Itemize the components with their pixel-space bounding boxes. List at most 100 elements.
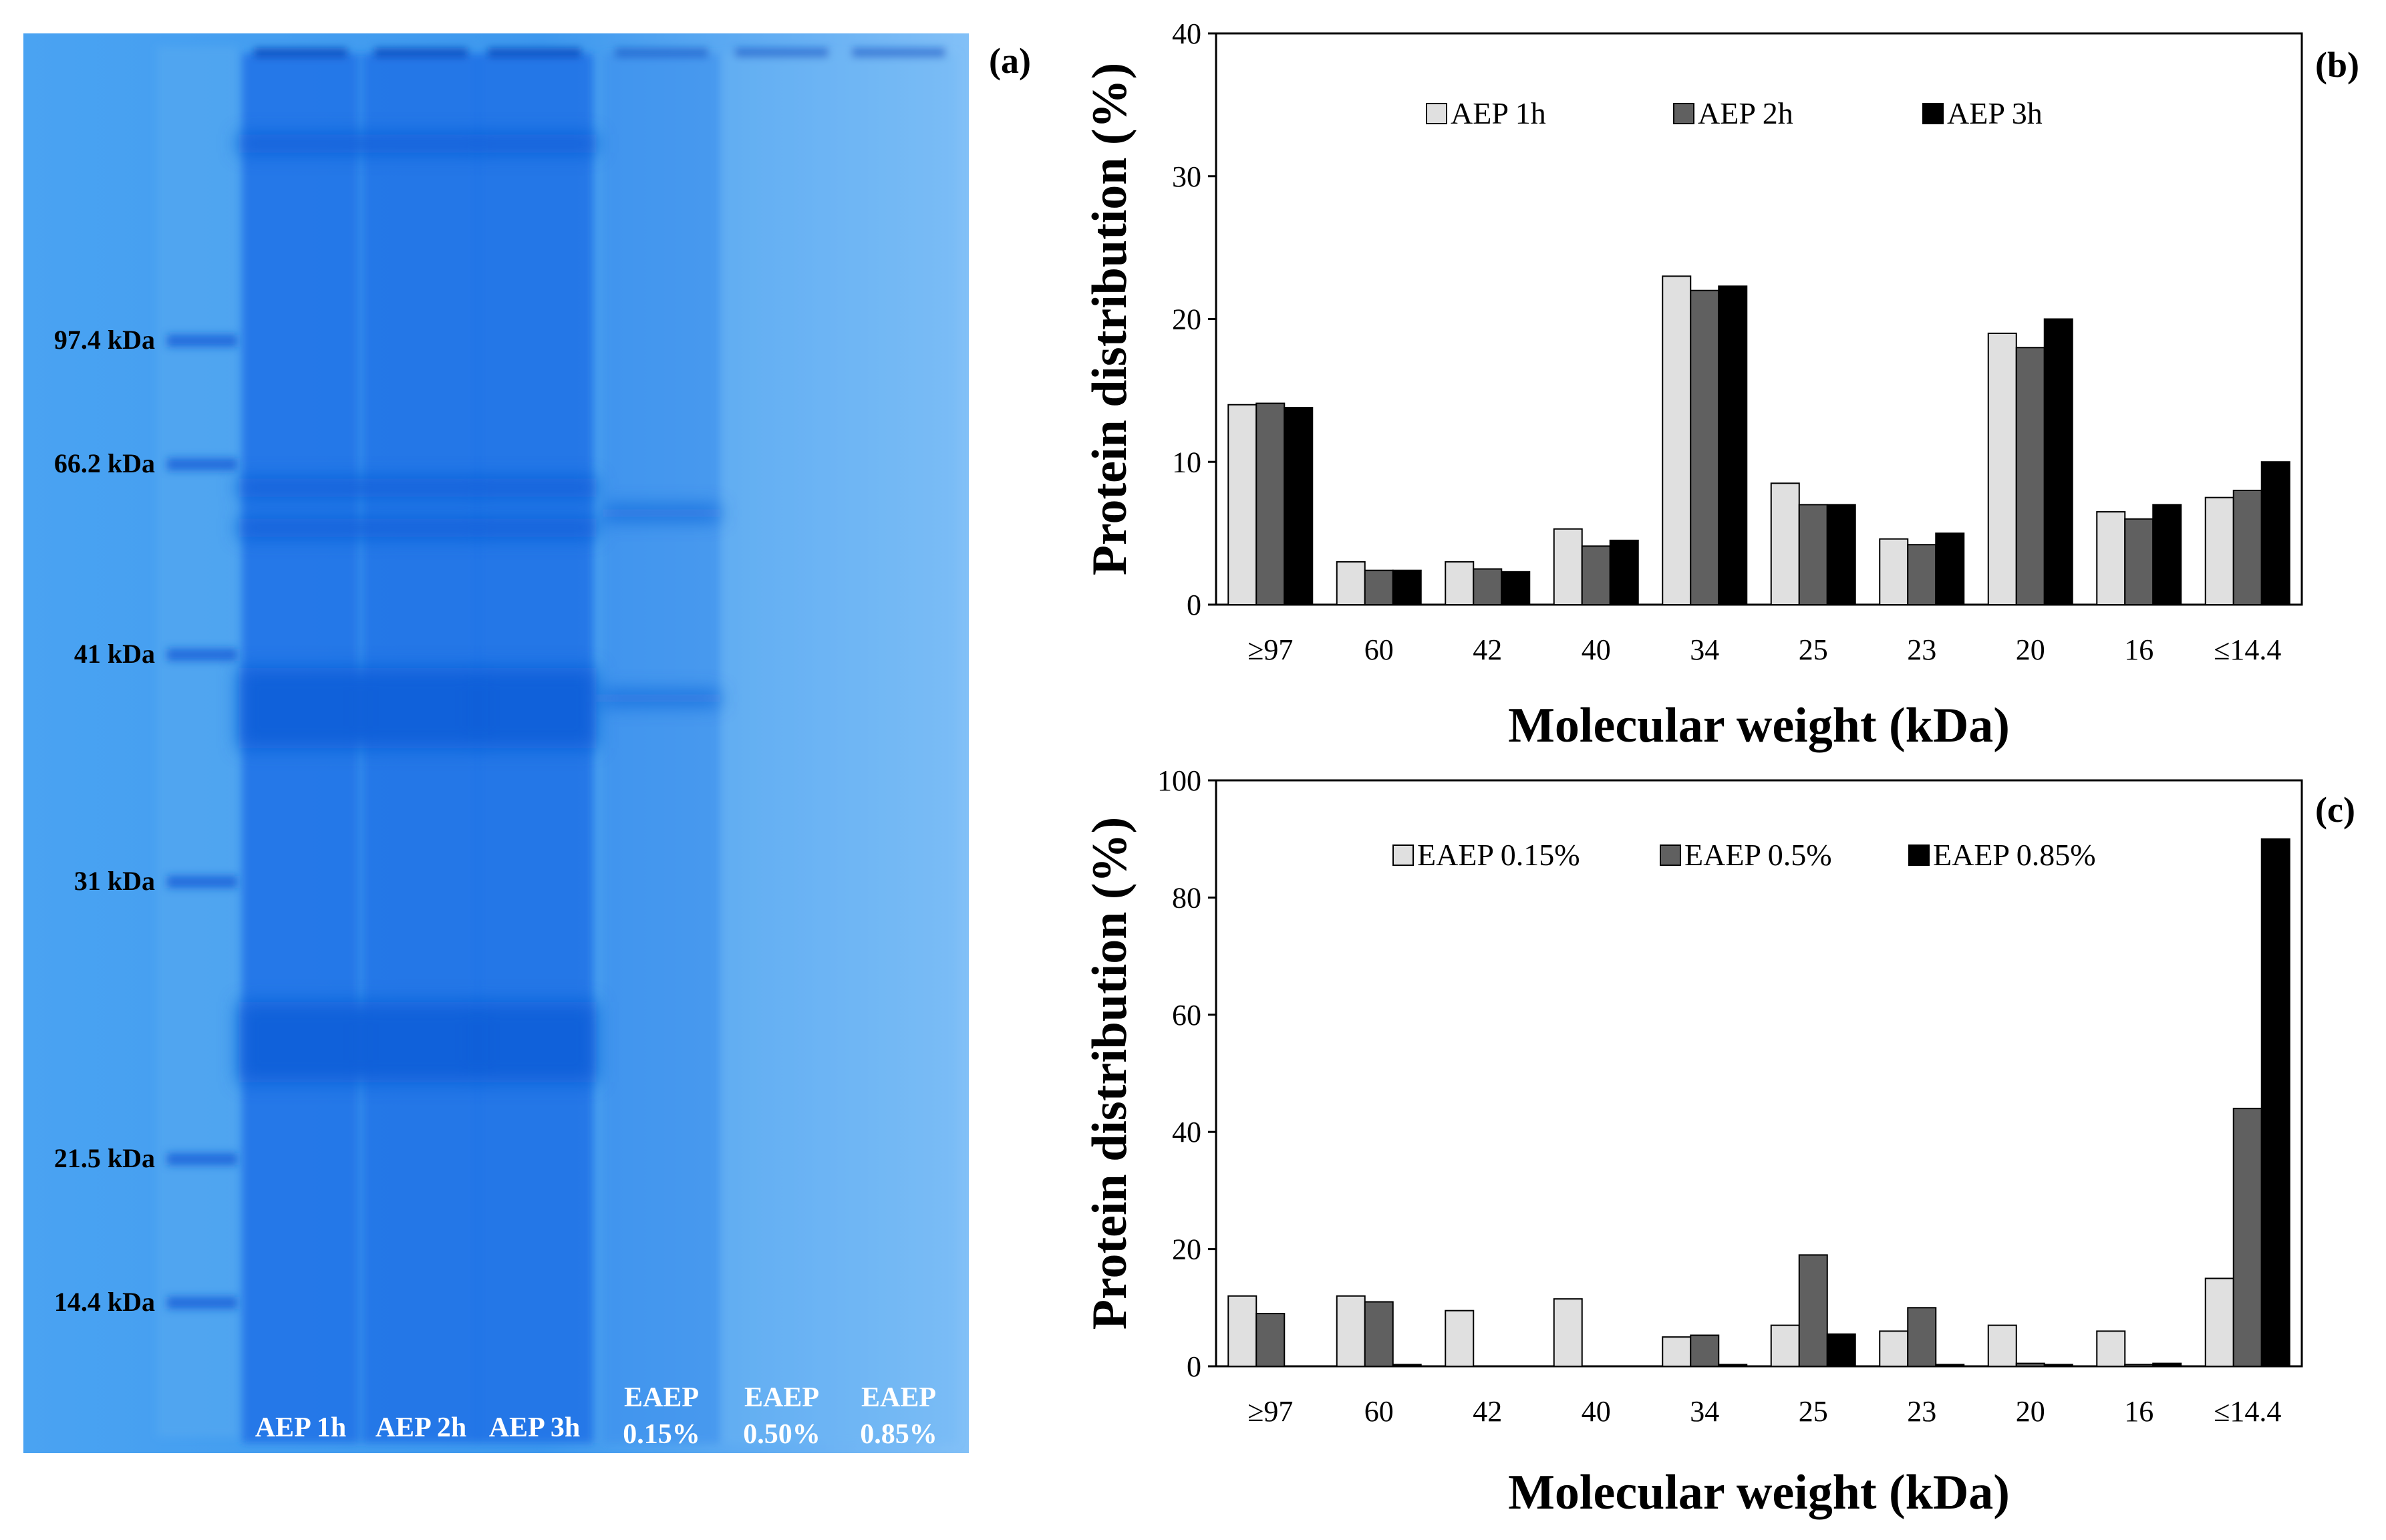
- lane-label-line2: 0.85%: [860, 1419, 937, 1450]
- x-tick-label: 60: [1364, 1395, 1394, 1428]
- bar: [1473, 568, 1503, 605]
- lane-label-line2: 0.50%: [743, 1419, 821, 1450]
- bar: [1798, 1254, 1828, 1367]
- gel-lane: [840, 53, 957, 1443]
- legend-label: AEP 1h: [1451, 96, 1546, 130]
- lane-label-line2: 0.15%: [623, 1419, 700, 1450]
- x-tick-label: 40: [1582, 1395, 1611, 1428]
- x-tick-label: 42: [1473, 1395, 1502, 1428]
- bar: [1770, 482, 1800, 605]
- legend-swatch: [1908, 844, 1930, 866]
- plot-area-border: [1215, 779, 2303, 1368]
- bar: [1690, 289, 1720, 605]
- bar: [1501, 571, 1531, 606]
- marker-band: [167, 335, 237, 347]
- y-tick-label: 0: [1187, 1350, 1201, 1383]
- protein-band: [359, 134, 483, 153]
- bar: [1987, 1324, 2017, 1367]
- legend-label: AEP 3h: [1947, 96, 2043, 130]
- bar: [2096, 1330, 2126, 1368]
- x-tick-label: 20: [2016, 633, 2045, 666]
- legend-label: EAEP 0.85%: [1933, 838, 2096, 872]
- protein-band: [239, 478, 363, 497]
- protein-band: [472, 668, 597, 748]
- lane-label: EAEP: [744, 1382, 819, 1413]
- bar: [2124, 1364, 2154, 1368]
- bar: [1879, 1330, 1909, 1368]
- protein-band: [239, 668, 363, 748]
- x-tick-label: 16: [2124, 633, 2153, 666]
- bar: [1907, 544, 1937, 605]
- x-tick-label: 34: [1690, 1395, 1719, 1428]
- legend-swatch: [1426, 103, 1447, 124]
- protein-band: [603, 691, 720, 705]
- legend-swatch: [1673, 103, 1694, 124]
- x-axis-title: Molecular weight (kDa): [1508, 1465, 2010, 1520]
- y-tick-label: 40: [1172, 1116, 1201, 1148]
- protein-band: [603, 506, 720, 520]
- bar: [2096, 511, 2126, 605]
- protein-band: [359, 1002, 483, 1082]
- bar: [2260, 461, 2290, 605]
- x-tick-label: ≤14.4: [2214, 1395, 2281, 1428]
- bar: [1609, 539, 1639, 605]
- x-tick-label: 60: [1364, 633, 1394, 666]
- bar: [1445, 1310, 1475, 1367]
- bar: [1364, 569, 1394, 606]
- x-tick-label: ≤14.4: [2214, 633, 2281, 666]
- protein-band: [239, 1002, 363, 1082]
- panel-label-a: (a): [989, 41, 1031, 81]
- marker-band: [167, 876, 237, 888]
- y-tick-label: 20: [1172, 303, 1201, 336]
- bar: [1935, 532, 1965, 605]
- lane-label: AEP 1h: [255, 1412, 347, 1443]
- y-tick-label: 20: [1172, 1233, 1201, 1266]
- bar: [1227, 404, 1257, 605]
- legend-label: AEP 2h: [1698, 96, 1793, 130]
- bar: [2152, 1362, 2182, 1367]
- bar: [1770, 1324, 1800, 1367]
- bar: [1392, 569, 1422, 606]
- bar: [2015, 347, 2045, 605]
- protein-band: [239, 134, 363, 153]
- x-axis-title: Molecular weight (kDa): [1508, 698, 2010, 753]
- bar: [2124, 518, 2154, 605]
- lane-label: AEP 2h: [376, 1412, 467, 1443]
- lane-label: AEP 3h: [489, 1412, 581, 1443]
- bar: [2152, 504, 2182, 605]
- gel-well: [374, 48, 468, 57]
- gel-well: [735, 48, 829, 57]
- y-axis-title: Protein distribution (%): [1082, 63, 1137, 575]
- bar: [1336, 561, 1366, 605]
- y-tick-label: 40: [1172, 17, 1201, 50]
- marker-band: [167, 649, 237, 661]
- marker-label: 66.2 kDa: [54, 448, 155, 478]
- x-tick-label: ≥97: [1247, 1395, 1293, 1428]
- protein-band: [472, 478, 597, 497]
- y-tick-label: 80: [1172, 881, 1201, 914]
- x-tick-label: 34: [1690, 633, 1719, 666]
- bar: [2232, 490, 2262, 605]
- bar: [1935, 1364, 1965, 1368]
- bar: [1826, 1333, 1856, 1368]
- marker-label: 21.5 kDa: [54, 1143, 155, 1173]
- gel-well: [615, 48, 708, 57]
- panel-label: (b): [2315, 45, 2359, 85]
- bar: [1907, 1307, 1937, 1367]
- marker-label: 31 kDa: [74, 866, 155, 896]
- lane-label: EAEP: [624, 1382, 699, 1413]
- y-axis-title: Protein distribution (%): [1082, 817, 1137, 1330]
- gel-image: 97.4 kDa 66.2 kDa 41 kDa 31 kDa 21.5 kDa 14.4…: [23, 33, 969, 1453]
- bar: [1336, 1295, 1366, 1368]
- x-tick-label: 20: [2016, 1395, 2045, 1428]
- legend-swatch: [1392, 844, 1414, 866]
- marker-band: [167, 1153, 237, 1165]
- bar: [2232, 1108, 2262, 1367]
- panel-label: (c): [2315, 790, 2355, 830]
- bar: [1798, 504, 1828, 605]
- bar: [2015, 1362, 2045, 1367]
- bar: [1690, 1334, 1720, 1367]
- lane-label: EAEP: [861, 1382, 936, 1413]
- bar: [1662, 275, 1692, 605]
- gel-lane: [723, 53, 841, 1443]
